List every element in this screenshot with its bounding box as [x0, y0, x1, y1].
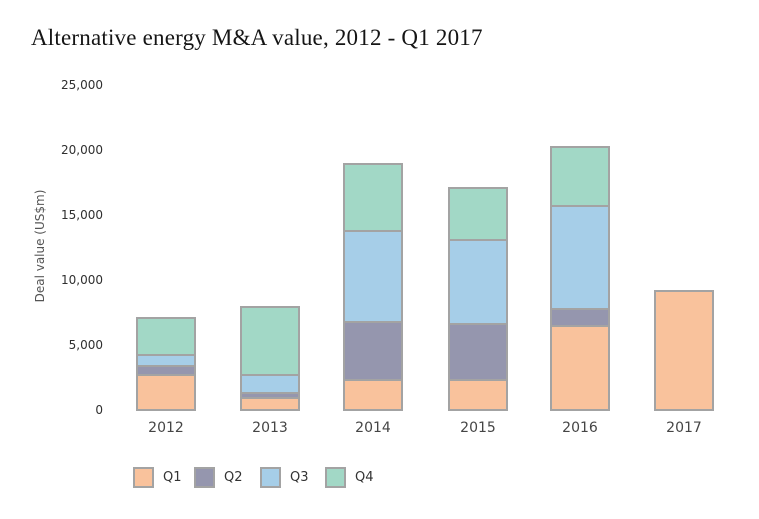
bar-2017[interactable] [654, 290, 714, 411]
bar-segment-2015-q3[interactable] [450, 241, 506, 326]
bar-segment-2015-q2[interactable] [450, 325, 506, 382]
bar-segment-2012-q1[interactable] [138, 376, 194, 409]
legend-item-q1[interactable]: Q1 [133, 467, 182, 488]
bar-segment-2015-q4[interactable] [450, 188, 506, 242]
bar-segment-2014-q2[interactable] [345, 323, 401, 382]
bar-2014[interactable] [343, 162, 403, 411]
legend-label: Q4 [355, 470, 374, 485]
x-tick-label-2012: 2012 [148, 420, 184, 436]
bar-segment-2012-q3[interactable] [138, 355, 194, 367]
bar-segment-2013-q1[interactable] [242, 399, 298, 409]
bar-segment-2013-q4[interactable] [242, 307, 298, 376]
legend-label: Q3 [290, 470, 309, 485]
legend-label: Q2 [224, 470, 243, 485]
legend-swatch-q2 [194, 467, 215, 488]
y-tick-label: 20,000 [61, 143, 103, 157]
legend-swatch-q1 [133, 467, 154, 488]
bar-segment-2015-q1[interactable] [450, 381, 506, 409]
bar-segment-2016-q1[interactable] [552, 327, 608, 409]
y-tick-label: 15,000 [61, 208, 103, 222]
x-tick-label-2013: 2013 [252, 420, 288, 436]
bar-2016[interactable] [550, 146, 610, 411]
y-tick-label: 0 [95, 403, 103, 417]
y-tick-label: 25,000 [61, 78, 103, 92]
x-tick-label-2017: 2017 [666, 420, 702, 436]
bar-segment-2016-q4[interactable] [552, 148, 608, 207]
bar-segment-2014-q3[interactable] [345, 232, 401, 324]
y-tick-label: 5,000 [68, 338, 103, 352]
bar-segment-2014-q4[interactable] [345, 164, 401, 233]
chart-title: Alternative energy M&A value, 2012 - Q1 … [31, 25, 483, 50]
x-tick-label-2014: 2014 [355, 420, 391, 436]
legend-item-q3[interactable]: Q3 [260, 467, 309, 488]
legend-item-q2[interactable]: Q2 [194, 467, 243, 488]
bar-2013[interactable] [240, 305, 300, 411]
y-tick-label: 10,000 [61, 273, 103, 287]
y-axis-title: Deal value (US$m) [33, 189, 47, 303]
bar-segment-2012-q2[interactable] [138, 366, 194, 377]
legend-label: Q1 [163, 470, 182, 485]
bar-segment-2013-q2[interactable] [242, 394, 298, 400]
bar-2012[interactable] [136, 317, 196, 411]
x-tick-label-2015: 2015 [460, 420, 496, 436]
bar-segment-2016-q2[interactable] [552, 309, 608, 328]
legend-swatch-q4 [325, 467, 346, 488]
bar-segment-2013-q3[interactable] [242, 375, 298, 395]
bar-2015[interactable] [448, 186, 508, 411]
bar-segment-2012-q4[interactable] [138, 319, 194, 356]
x-tick-label-2016: 2016 [562, 420, 598, 436]
bar-segment-2014-q1[interactable] [345, 381, 401, 409]
legend-swatch-q3 [260, 467, 281, 488]
legend-item-q4[interactable]: Q4 [325, 467, 374, 488]
bar-segment-2017-q1[interactable] [656, 292, 712, 409]
bar-segment-2016-q3[interactable] [552, 206, 608, 310]
